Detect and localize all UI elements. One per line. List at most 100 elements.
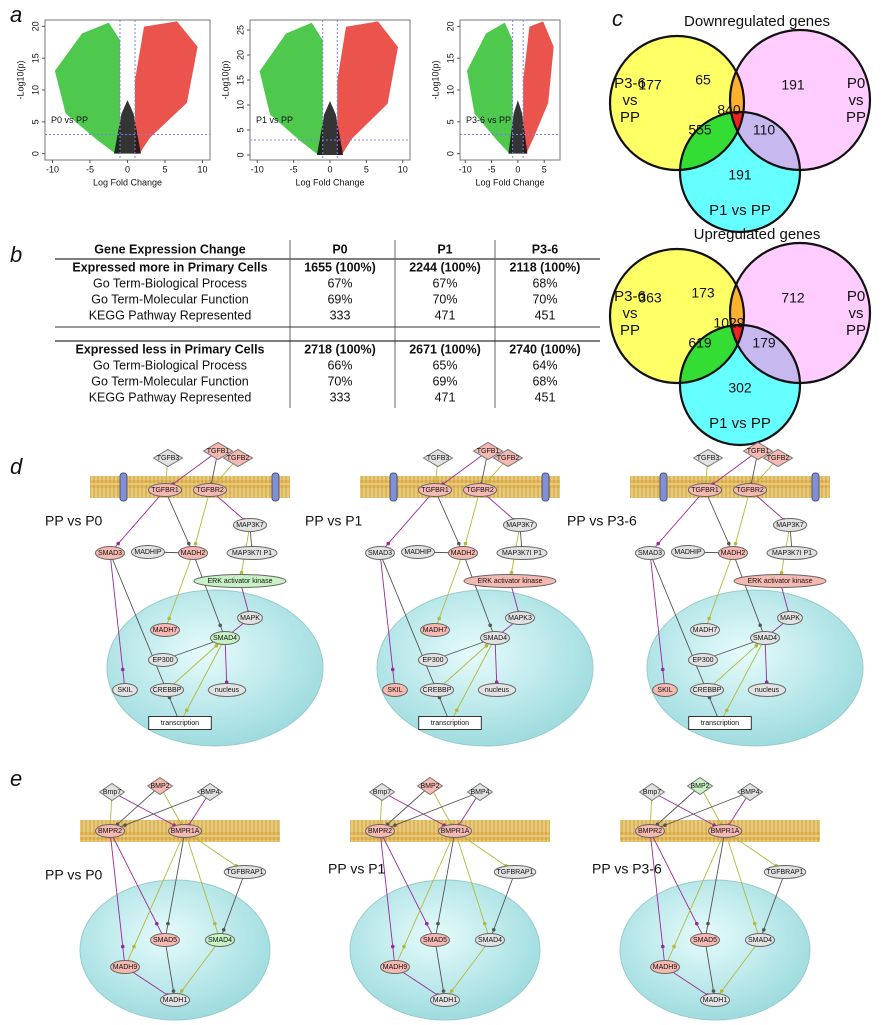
point-cloud — [259, 22, 323, 156]
edge — [379, 552, 396, 691]
venn-label: vs — [849, 92, 864, 109]
pathway-title: PP vs P1 — [305, 513, 363, 529]
membrane — [630, 476, 830, 498]
edge-end — [424, 921, 429, 926]
node-label: TGFBR2 — [466, 487, 494, 494]
panel-letter: b — [10, 242, 22, 267]
node-shape — [437, 824, 473, 838]
node-shape — [750, 631, 780, 645]
node-label: Bmp7 — [103, 789, 121, 796]
node-label: MADH7 — [153, 627, 178, 634]
table-cell: 451 — [535, 390, 556, 404]
y-tick-label: 5 — [235, 127, 245, 132]
venn-label: P1 vs PP — [709, 202, 771, 219]
venn-count: 302 — [728, 380, 752, 396]
node-shape — [505, 611, 535, 625]
channel — [541, 472, 550, 502]
node-label: MADHIP — [404, 549, 432, 556]
node-label: MAPK3 — [508, 615, 532, 622]
node-label: TGFB1 — [207, 448, 230, 455]
venn-circle — [678, 323, 802, 447]
edge-end — [116, 541, 121, 546]
edge — [724, 830, 761, 941]
edge-end — [752, 921, 757, 926]
node-label: MADH2 — [181, 550, 206, 557]
x-tick-label: 5 — [542, 164, 547, 174]
edge-end — [719, 989, 724, 993]
edge-end — [724, 708, 729, 713]
edge — [124, 830, 186, 968]
edge-end — [390, 667, 395, 672]
venn-label: PP — [620, 109, 640, 126]
node-shape — [418, 653, 448, 667]
node-label: TGFBR1 — [421, 487, 449, 494]
table-cell: 67% — [327, 276, 352, 290]
y-tick-label: 5 — [445, 119, 455, 124]
node-label: MAPK — [780, 615, 800, 622]
x-tick-label: -10 — [46, 164, 59, 174]
x-tick-label: 0 — [327, 164, 332, 174]
nucleus — [619, 879, 811, 1021]
node-shape — [689, 683, 725, 697]
x-tick-label: -5 — [488, 164, 496, 174]
table-cell: 65% — [432, 358, 457, 372]
table-cell: KEGG Pathway Represented — [89, 390, 252, 404]
node-shape — [365, 546, 395, 560]
table-cell: 2118 (100%) — [510, 260, 581, 274]
node-shape — [210, 631, 240, 645]
node-label: TGFBR2 — [196, 487, 224, 494]
venn-label: P3-6 — [614, 288, 646, 305]
node-shape — [205, 933, 235, 947]
point-cloud — [337, 21, 398, 155]
node-label: TGFBR1 — [151, 487, 179, 494]
membrane — [360, 476, 560, 498]
node-shape — [742, 441, 774, 461]
table-header: P1 — [437, 242, 452, 256]
point-cloud — [316, 101, 344, 155]
node-label: transcription — [431, 720, 469, 727]
table-header: Gene Expression Change — [94, 242, 245, 256]
node-shape — [496, 546, 548, 560]
node-shape — [400, 545, 436, 559]
node-shape — [763, 865, 807, 879]
venn-circle — [608, 34, 746, 172]
table-cell: Expressed more in Primary Cells — [72, 260, 267, 274]
node-shape — [448, 546, 478, 560]
edge — [649, 830, 666, 968]
node-shape — [766, 546, 818, 560]
node-shape — [493, 865, 537, 879]
node-label: MADH1 — [433, 997, 458, 1004]
x-tick-label: -10 — [251, 164, 264, 174]
venn-label: P0 — [847, 75, 865, 92]
table-cell: 1655 (100%) — [304, 260, 376, 274]
x-tick-label: 10 — [197, 164, 207, 174]
venn-count: 110 — [753, 122, 776, 138]
table-cell: 471 — [435, 390, 456, 404]
y-tick-label: 20 — [235, 50, 245, 60]
venn-label: vs — [849, 305, 864, 322]
node-label: ERK activator kinase — [208, 578, 273, 585]
node-label: MAP3K7I P1 — [502, 550, 542, 557]
node-shape — [152, 448, 184, 468]
table-cell: Go Term-Molecular Function — [91, 292, 249, 306]
node-label: EP300 — [152, 657, 173, 664]
x-tick-label: -5 — [86, 164, 94, 174]
venn-circle — [608, 247, 746, 385]
nucleus — [106, 589, 324, 747]
node-shape — [707, 824, 743, 838]
node-label: EP300 — [422, 657, 443, 664]
edge-end — [402, 944, 406, 949]
node-shape — [690, 623, 720, 637]
node-shape — [635, 546, 665, 560]
edge — [109, 830, 166, 941]
edge-end — [733, 541, 738, 546]
node-label: transcription — [161, 720, 199, 727]
node-shape — [718, 546, 748, 560]
pathway-title: PP vs P0 — [45, 513, 103, 529]
plot-label: P0 vs PP — [51, 115, 88, 125]
node-shape — [202, 441, 234, 461]
pathway-title: PP vs P0 — [45, 867, 103, 883]
venn-circle — [680, 325, 744, 383]
